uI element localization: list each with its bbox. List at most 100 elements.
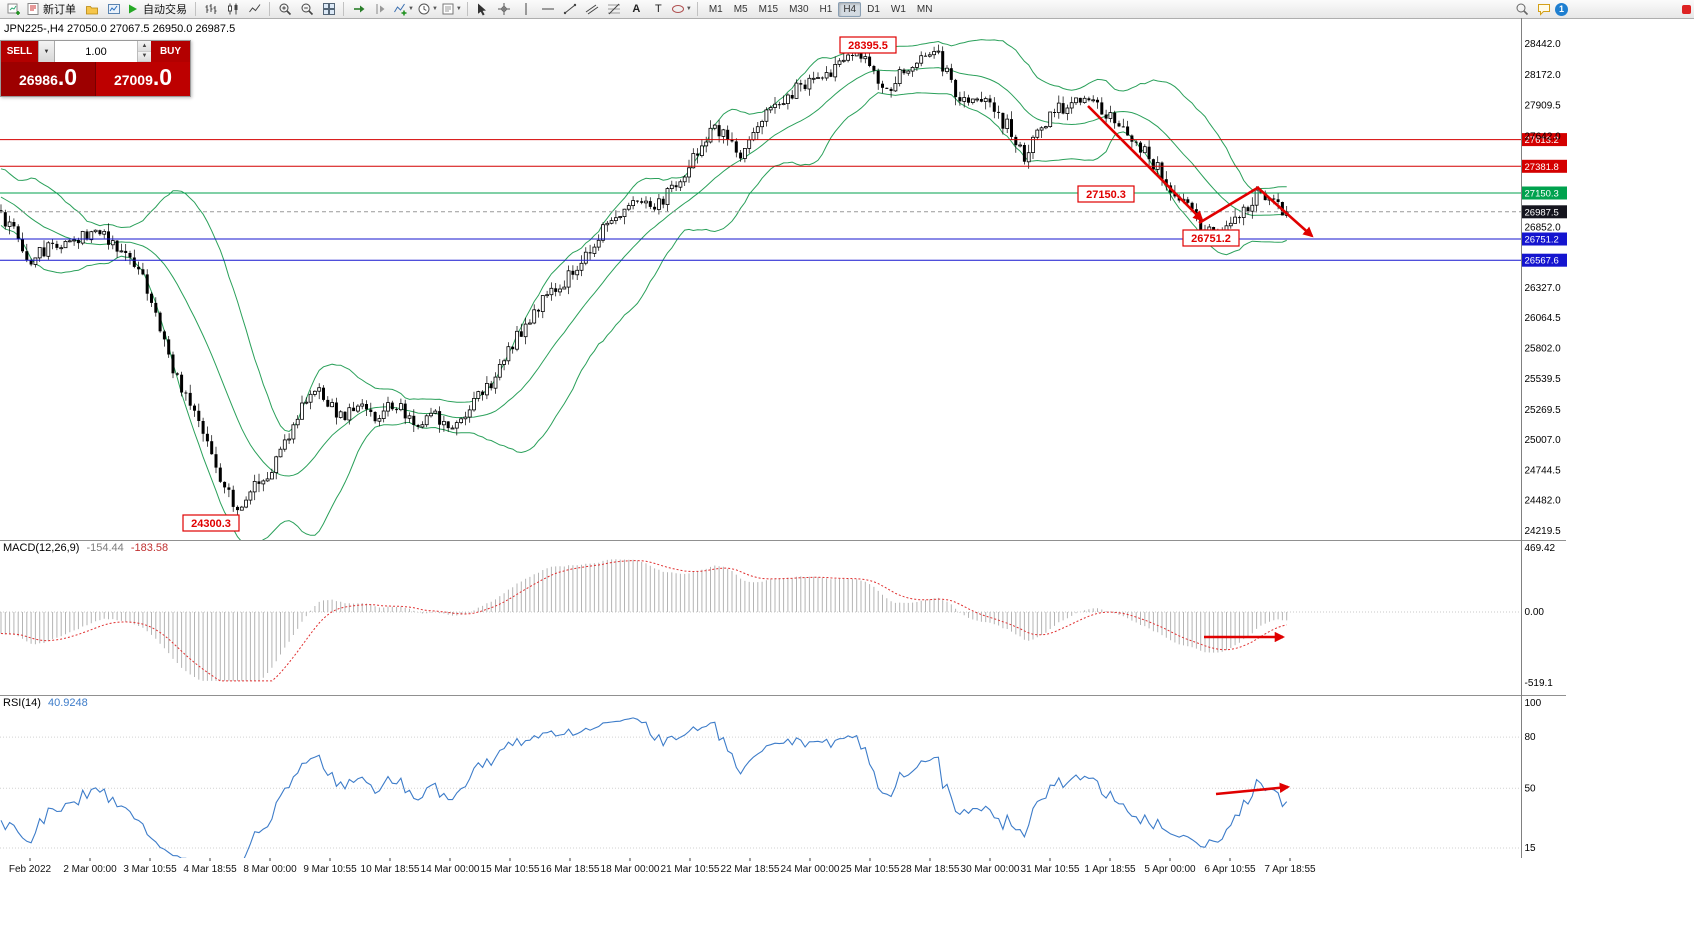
- autotrading-button[interactable]: 自动交易: [125, 1, 191, 18]
- main-plot: [0, 39, 1521, 540]
- macd-value-signal: -183.58: [130, 542, 169, 554]
- new-order-button[interactable]: 新订单: [25, 1, 80, 18]
- macd-label: MACD(12,26,9) -154.44 -183.58: [3, 542, 168, 554]
- price-axis-tick: 27642.0: [1525, 131, 1562, 142]
- time-label: 24 Mar 00:00: [781, 864, 840, 875]
- shapes-icon[interactable]: ▼: [670, 1, 693, 18]
- time-label: 15 Mar 10:55: [481, 864, 540, 875]
- time-label: 16 Mar 18:55: [541, 864, 600, 875]
- macd-axis-tick: -519.1: [1525, 678, 1554, 689]
- timeframe-h4-button[interactable]: H4: [838, 1, 862, 17]
- price-marker-label: [1522, 205, 1567, 219]
- price-axis-tick: 28442.0: [1525, 39, 1562, 50]
- cursor-icon[interactable]: [472, 1, 493, 18]
- charts-icon[interactable]: [103, 1, 124, 18]
- buy-label[interactable]: BUY: [151, 41, 190, 62]
- rsi-panel[interactable]: 100 80 50 15: [0, 695, 1694, 858]
- time-label: 18 Mar 00:00: [601, 864, 660, 875]
- price-marker-label: [1522, 159, 1567, 173]
- chart-shift-icon[interactable]: [370, 1, 391, 18]
- templates-icon[interactable]: ▼: [440, 1, 463, 18]
- timeframe-mn-button[interactable]: MN: [916, 3, 933, 15]
- time-label: Feb 2022: [9, 864, 52, 875]
- zoom-out-icon[interactable]: [296, 1, 317, 18]
- indicators-icon[interactable]: ▼: [392, 1, 415, 18]
- toolbar-separator: [696, 2, 698, 16]
- volume-field: ▲ ▼: [55, 41, 151, 62]
- sell-label[interactable]: SELL: [1, 41, 38, 62]
- timeframe-h1-button[interactable]: H1: [819, 3, 833, 15]
- rsi-label: RSI(14) 40.9248: [3, 697, 88, 709]
- price-marker-text: 26567.6: [1525, 256, 1559, 267]
- alert-icon[interactable]: [1682, 4, 1691, 14]
- search-icon[interactable]: [1511, 1, 1532, 18]
- toolbar: 新订单 自动交易: [0, 0, 1694, 19]
- fibonacci-icon[interactable]: [604, 1, 625, 18]
- main-chart[interactable]: 27613.2 27381.8 27150.3 26987.5 26751.2 26567…: [0, 18, 1694, 540]
- trade-options-dropdown[interactable]: ▼: [38, 41, 55, 62]
- price-marker-text: 26751.2: [1525, 235, 1559, 246]
- volume-input[interactable]: [55, 41, 137, 62]
- price-axis-tick: 24744.5: [1525, 465, 1562, 476]
- trendline-icon[interactable]: [560, 1, 581, 18]
- volume-decrease-button[interactable]: ▼: [138, 51, 151, 62]
- macd-axis-tick: 0.00: [1525, 607, 1545, 618]
- price-marker-label: [1522, 186, 1567, 200]
- sell-button[interactable]: 26986.0: [1, 62, 96, 96]
- bar-chart-icon[interactable]: [200, 1, 221, 18]
- text-tool-icon[interactable]: A: [632, 3, 641, 15]
- new-chart-icon[interactable]: [3, 1, 24, 18]
- price-axis-tick: 24219.5: [1525, 526, 1562, 537]
- price-axis-tick: 26064.5: [1525, 313, 1562, 324]
- vertical-line-icon[interactable]: [516, 1, 537, 18]
- notification-badge[interactable]: 1: [1555, 2, 1568, 16]
- time-label: 5 Apr 00:00: [1144, 864, 1196, 875]
- macd-name: MACD(12,26,9): [3, 542, 80, 554]
- timeframe-w1-button[interactable]: W1: [890, 3, 906, 15]
- horizontal-line-icon[interactable]: [538, 1, 559, 18]
- crosshair-icon[interactable]: [494, 1, 515, 18]
- line-chart-icon[interactable]: [244, 1, 265, 18]
- price-axis-tick: 25007.0: [1525, 435, 1562, 446]
- rsi-value: 40.9248: [47, 697, 88, 709]
- time-label: 14 Mar 00:00: [421, 864, 480, 875]
- candlestick-chart-icon[interactable]: [222, 1, 243, 18]
- profiles-icon[interactable]: [81, 1, 102, 18]
- timeframe-m15-button[interactable]: M15: [758, 3, 779, 15]
- price-axis-tick: 25269.5: [1525, 405, 1562, 416]
- price-axis[interactable]: [1521, 18, 1571, 540]
- channel-icon[interactable]: [582, 1, 603, 18]
- toolbar-separator: [466, 2, 468, 16]
- periods-icon[interactable]: ▼: [416, 1, 439, 18]
- price-marker-text: 27150.3: [1525, 189, 1559, 200]
- time-axis[interactable]: Feb 2022 2 Mar 00:00 3 Mar 10:55 4 Mar 18:5…: [0, 858, 1694, 884]
- rsi-axis-tick: 100: [1525, 698, 1542, 709]
- time-label: 31 Mar 10:55: [1021, 864, 1080, 875]
- one-click-trading-panel: SELL ▼ ▲ ▼ BUY 26986.0 27009.0: [0, 40, 191, 97]
- time-label: 28 Mar 18:55: [901, 864, 960, 875]
- sell-price: 26986: [18, 72, 58, 88]
- zoom-in-icon[interactable]: [274, 1, 295, 18]
- price-marker-label: [1522, 253, 1567, 267]
- buy-button[interactable]: 27009.0: [96, 62, 190, 96]
- chat-icon[interactable]: [1533, 1, 1554, 18]
- price-marker-text: 27381.8: [1525, 162, 1559, 173]
- rsi-axis-tick: 15: [1525, 843, 1537, 854]
- text-label-tool-icon[interactable]: T: [654, 3, 662, 15]
- time-label: 4 Mar 18:55: [183, 864, 237, 875]
- tile-windows-icon[interactable]: [318, 1, 339, 18]
- auto-scroll-icon[interactable]: [348, 1, 369, 18]
- macd-panel[interactable]: 469.42 0.00 -519.1: [0, 540, 1694, 695]
- bollinger-band-line: [0, 39, 1287, 433]
- price-axis-tick: 25802.0: [1525, 344, 1562, 355]
- volume-increase-button[interactable]: ▲: [138, 41, 151, 52]
- price-axis-tick: 27909.5: [1525, 100, 1562, 111]
- timeframe-m30-button[interactable]: M30: [789, 3, 809, 15]
- timeframe-d1-button[interactable]: D1: [867, 3, 880, 15]
- new-order-label: 新订单: [43, 4, 76, 16]
- time-label: 9 Mar 10:55: [303, 864, 357, 875]
- timeframe-m1-button[interactable]: M1: [708, 3, 723, 15]
- price-axis-tick: 25539.5: [1525, 374, 1562, 385]
- time-label: 8 Mar 00:00: [243, 864, 297, 875]
- timeframe-m5-button[interactable]: M5: [733, 3, 748, 15]
